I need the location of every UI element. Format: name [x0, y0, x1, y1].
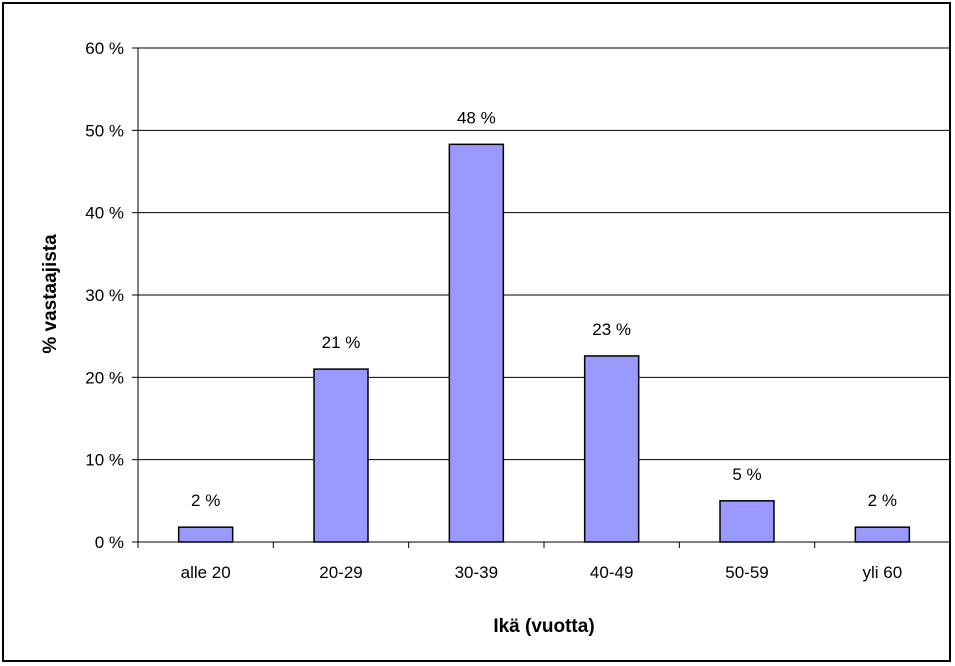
x-tick-label: yli 60 [862, 563, 902, 582]
y-tick-label: 30 % [85, 286, 124, 305]
bar [177, 526, 234, 543]
bar [583, 355, 640, 543]
y-axis-title: % vastaajista [40, 234, 61, 354]
gridlines [138, 47, 950, 461]
bars [177, 143, 911, 543]
y-tick-label: 0 % [95, 533, 124, 552]
data-label: 5 % [732, 465, 761, 484]
x-tick-labels: alle 20 20-29 30-39 40-49 50-59 yli 60 [181, 563, 903, 582]
x-axis-title: Ikä (vuotta) [493, 616, 594, 637]
bar [313, 368, 369, 543]
x-tick-label: 50-59 [725, 563, 768, 582]
y-tick-label: 60 % [85, 39, 124, 58]
y-tick-label: 20 % [85, 368, 124, 387]
data-label: 21 % [322, 333, 361, 352]
y-tick-label: 40 % [85, 204, 124, 223]
axes [132, 47, 951, 548]
x-tick-label: 30-39 [455, 563, 498, 582]
data-label: 2 % [191, 491, 220, 510]
x-tick-label: alle 20 [181, 563, 231, 582]
x-tick-label: 40-49 [590, 563, 633, 582]
x-tick-label: 20-29 [319, 563, 362, 582]
bar [448, 143, 505, 543]
y-tick-label: 10 % [85, 451, 124, 470]
y-tick-label: 50 % [85, 121, 124, 140]
bar [854, 526, 911, 543]
data-label: 48 % [457, 108, 496, 127]
y-tick-labels: 0 % 10 % 20 % 30 % 40 % 50 % 60 % [85, 39, 124, 552]
bar [719, 500, 775, 543]
data-label: 23 % [592, 320, 631, 339]
data-label: 2 % [868, 491, 897, 510]
data-labels: 2 % 21 % 48 % 23 % 5 % 2 % [191, 108, 897, 510]
